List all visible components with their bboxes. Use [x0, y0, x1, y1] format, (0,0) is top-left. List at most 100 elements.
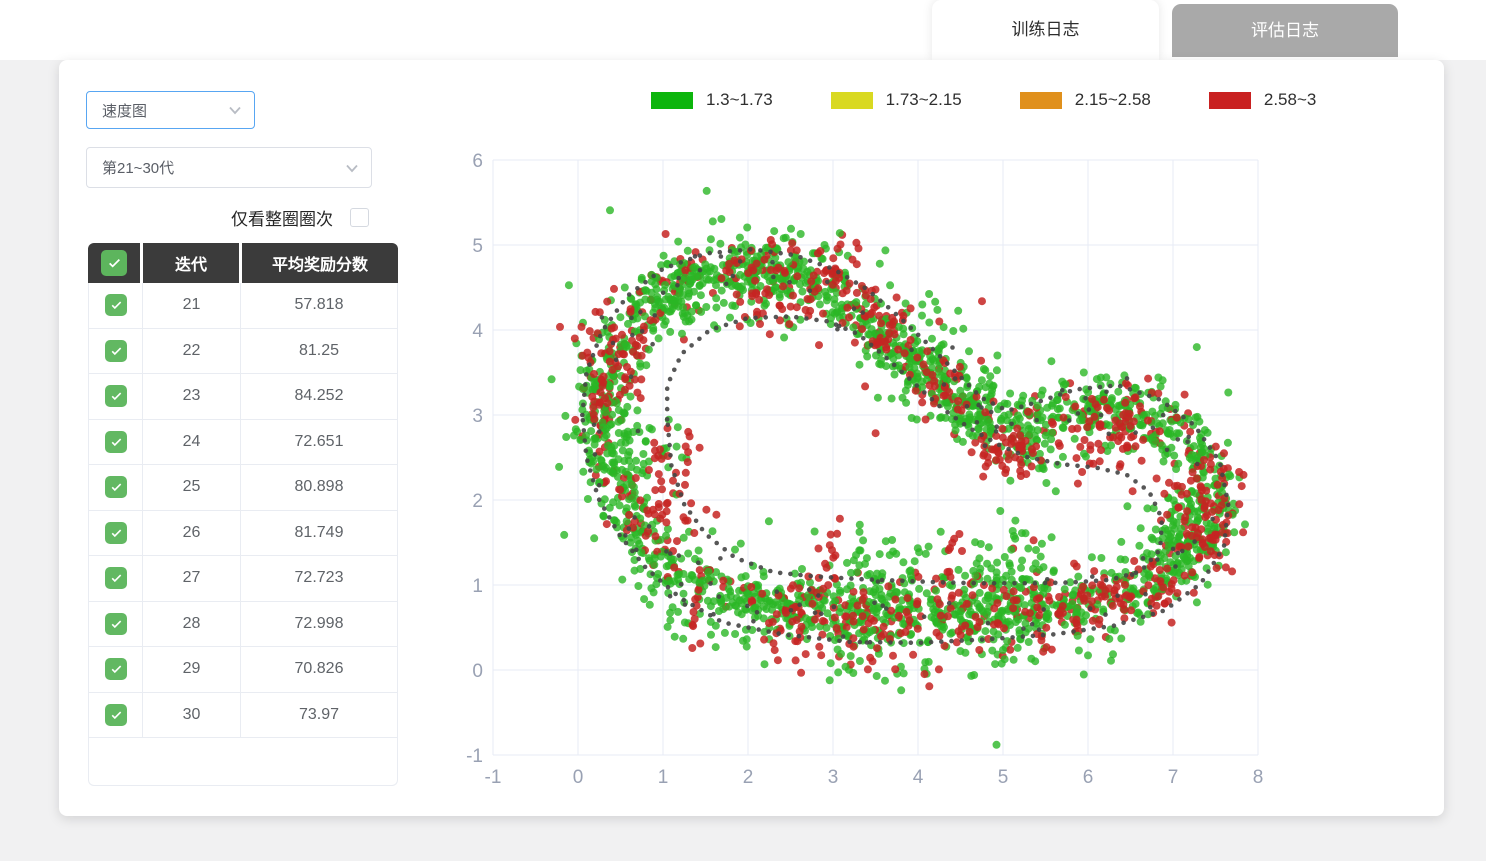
row-checkbox-cell — [89, 601, 143, 646]
table-footer-empty-row — [89, 738, 397, 785]
chevron-down-icon — [229, 106, 241, 115]
generation-select-value: 第21~30代 — [102, 160, 175, 177]
table-header: 迭代 平均奖励分数 — [88, 243, 398, 283]
row-checkbox[interactable] — [104, 476, 127, 499]
row-checkbox[interactable] — [104, 385, 127, 408]
svg-text:2: 2 — [472, 491, 483, 512]
svg-text:7: 7 — [1168, 767, 1179, 788]
check-icon — [111, 711, 121, 719]
legend-item-1: 1.73~2.15 — [830, 90, 962, 110]
svg-text:-1: -1 — [485, 767, 502, 788]
iteration-cell: 23 — [143, 374, 241, 419]
iteration-cell: 21 — [143, 283, 241, 328]
row-checkbox-cell — [89, 647, 143, 692]
row-checkbox-cell — [89, 556, 143, 601]
svg-text:1: 1 — [472, 576, 483, 597]
row-checkbox[interactable] — [104, 339, 127, 362]
row-checkbox[interactable] — [104, 703, 127, 726]
full-laps-filter: 仅看整圈圈次 — [88, 206, 369, 229]
check-icon — [111, 392, 121, 401]
select-all-cell — [88, 243, 143, 283]
svg-text:4: 4 — [913, 767, 924, 788]
iteration-cell: 22 — [143, 328, 241, 373]
speed-scatter-plot: -1 0 1 2 3 4 5 6 7 8 -1 0 1 2 3 4 5 6 — [466, 151, 1263, 788]
svg-text:6: 6 — [472, 151, 483, 172]
avg-reward-cell: 70.826 — [294, 660, 344, 678]
row-checkbox[interactable] — [104, 567, 127, 590]
table-row: 22 81.25 — [89, 328, 397, 374]
svg-text:0: 0 — [472, 661, 483, 682]
select-all-checkbox[interactable] — [101, 250, 127, 276]
avg-reward-cell: 81.25 — [298, 341, 340, 359]
row-checkbox-cell — [89, 328, 143, 373]
table-row: 24 72.651 — [89, 419, 397, 465]
avg-reward-column-header: 平均奖励分数 — [271, 257, 368, 274]
check-icon — [109, 259, 120, 268]
table-row: 30 73.97 — [89, 692, 397, 738]
svg-text:8: 8 — [1253, 767, 1264, 788]
table-row: 21 57.818 — [89, 283, 397, 329]
legend-swatch-icon — [1019, 91, 1062, 109]
svg-text:1: 1 — [658, 767, 669, 788]
legend-swatch-icon — [830, 91, 873, 109]
iteration-cell: 29 — [143, 647, 241, 692]
avg-reward-cell: 72.651 — [294, 432, 344, 450]
full-laps-checkbox[interactable] — [350, 207, 369, 227]
axis-tick-labels: -1 0 1 2 3 4 5 6 7 8 -1 0 1 2 3 4 5 6 — [466, 151, 1263, 788]
check-icon — [111, 665, 121, 674]
iteration-column-header: 迭代 — [143, 243, 242, 283]
row-checkbox[interactable] — [104, 658, 127, 681]
svg-text:4: 4 — [472, 321, 483, 342]
avg-reward-cell: 84.252 — [294, 387, 344, 405]
row-checkbox[interactable] — [104, 294, 127, 317]
legend-label: 2.15~2.58 — [1074, 90, 1151, 109]
table-row: 26 81.749 — [89, 510, 397, 556]
row-checkbox-cell — [89, 465, 143, 510]
row-checkbox[interactable] — [104, 430, 127, 453]
row-checkbox-cell — [89, 692, 143, 737]
generation-select[interactable]: 第21~30代 — [86, 147, 372, 188]
check-icon — [111, 347, 121, 355]
track-border-dots — [580, 247, 1231, 645]
legend-item-2: 2.15~2.58 — [1019, 90, 1151, 110]
svg-text:6: 6 — [1083, 767, 1094, 788]
svg-text:0: 0 — [573, 767, 584, 788]
avg-reward-cell: 81.749 — [294, 523, 344, 541]
table-row: 23 84.252 — [89, 374, 397, 420]
chart-type-select[interactable]: 速度图 — [86, 91, 255, 129]
legend-label: 1.73~2.15 — [885, 90, 962, 109]
chevron-down-icon — [346, 164, 358, 172]
iteration-cell: 30 — [143, 692, 241, 737]
iteration-cell: 27 — [143, 556, 241, 601]
avg-reward-cell: 73.97 — [298, 705, 340, 723]
check-icon — [111, 438, 121, 446]
avg-reward-cell: 80.898 — [294, 478, 344, 496]
avg-reward-cell: 72.723 — [294, 569, 344, 587]
row-checkbox[interactable] — [104, 521, 127, 544]
row-checkbox-cell — [89, 374, 143, 419]
iterations-table: 迭代 平均奖励分数 21 57.818 22 81.25 23 84.252 24 72.65… — [88, 243, 398, 786]
tab-training-log[interactable]: 训练日志 — [932, 0, 1159, 60]
row-checkbox-cell — [89, 419, 143, 464]
check-icon — [111, 620, 121, 628]
iteration-cell: 28 — [143, 601, 241, 646]
table-row: 28 72.998 — [89, 601, 397, 647]
speed-legend: 1.3~1.73 1.73~2.15 2.15~2.58 2.58~3 — [651, 90, 1316, 110]
svg-text:2: 2 — [743, 767, 754, 788]
scatter-points — [547, 186, 1249, 749]
legend-swatch-icon — [1208, 91, 1251, 109]
table-row: 29 70.826 — [89, 647, 397, 693]
svg-text:3: 3 — [828, 767, 839, 788]
legend-item-3: 2.58~3 — [1208, 90, 1316, 110]
check-icon — [111, 574, 121, 583]
svg-text:5: 5 — [998, 767, 1009, 788]
row-checkbox-cell — [89, 510, 143, 555]
row-checkbox[interactable] — [104, 612, 127, 635]
svg-text:-1: -1 — [466, 746, 483, 767]
iteration-cell: 24 — [143, 419, 241, 464]
main-panel: 速度图 第21~30代 仅看整圈圈次 1.3~1.73 1.73~2.15 2.15… — [59, 60, 1444, 816]
avg-reward-cell: 57.818 — [294, 296, 344, 314]
iteration-cell: 25 — [143, 465, 241, 510]
tab-evaluation-log[interactable]: 评估日志 — [1172, 4, 1398, 57]
avg-reward-cell: 72.998 — [294, 614, 344, 632]
